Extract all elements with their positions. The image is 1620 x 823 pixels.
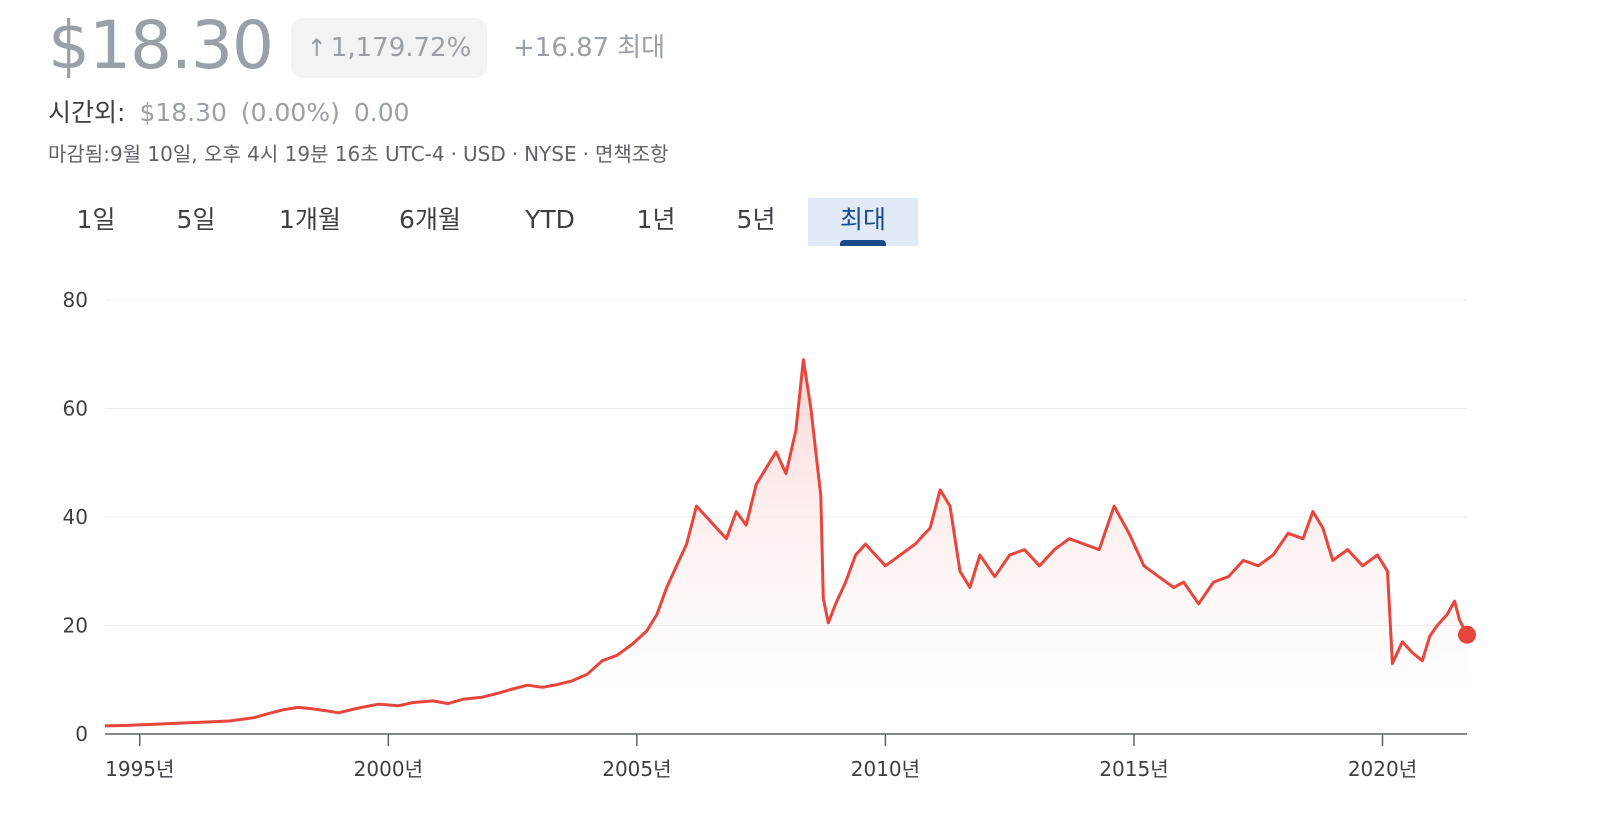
y-tick-label: 0: [75, 722, 88, 746]
change-percent-chip: ↑ 1,179.72%: [291, 18, 487, 78]
after-hours-price: $18.30: [139, 98, 227, 127]
change-period: 최대: [617, 33, 666, 63]
tab-label: YTD: [525, 205, 575, 234]
range-tabs: 1일 5일 1개월 6개월 YTD 1년 5년 최대: [48, 198, 1048, 246]
meta-separator: ·: [450, 142, 457, 166]
tab-label: 6개월: [399, 205, 461, 234]
active-tab-indicator: [840, 240, 886, 246]
tab-label: 최대: [839, 205, 886, 234]
after-hours-change: 0.00: [353, 98, 410, 127]
y-axis: 0 20 40 60 80: [63, 288, 88, 746]
tab-1y[interactable]: 1년: [612, 198, 700, 246]
meta-separator: ·: [511, 142, 519, 166]
x-axis: 1995년 2000년 2005년 2010년 2015년 2020년: [105, 734, 1417, 781]
x-tick-label: 2010년: [851, 757, 920, 781]
meta-separator: ·: [582, 142, 589, 166]
closed-time: 마감됨:9월 10일, 오후 4시 19분 16초 UTC-4: [48, 142, 445, 166]
tab-1d[interactable]: 1일: [48, 198, 144, 246]
x-tick-label: 2000년: [354, 757, 423, 781]
after-hours-label: 시간외:: [48, 98, 126, 127]
quote-meta: 마감됨:9월 10일, 오후 4시 19분 16초 UTC-4 · USD · NYSE…: [48, 140, 669, 168]
tab-6m[interactable]: 6개월: [374, 198, 486, 246]
after-hours-percent: (0.00%): [240, 98, 340, 127]
tab-1m[interactable]: 1개월: [254, 198, 366, 246]
x-tick-label: 2015년: [1099, 757, 1168, 781]
exchange: NYSE: [524, 142, 577, 166]
tab-label: 1년: [636, 205, 676, 234]
x-tick-label: 1995년: [105, 757, 174, 781]
tab-max[interactable]: 최대: [808, 198, 918, 246]
x-tick-label: 2005년: [602, 757, 671, 781]
tab-5d[interactable]: 5일: [146, 198, 246, 246]
after-hours-row: 시간외: $18.30 (0.00%) 0.00: [48, 96, 410, 130]
tab-label: 1개월: [279, 205, 341, 234]
price-row: $18.30 ↑ 1,179.72% +16.87 최대: [48, 6, 948, 86]
y-tick-label: 80: [63, 288, 88, 312]
last-price-dot: [1458, 625, 1476, 644]
change-percent: 1,179.72%: [330, 33, 472, 63]
price-area: [105, 359, 1467, 734]
x-tick-label: 2020년: [1348, 757, 1417, 781]
arrow-up-icon: ↑: [306, 34, 327, 62]
current-price: $18.30: [48, 7, 274, 84]
change-value: +16.87: [513, 33, 610, 63]
tab-ytd[interactable]: YTD: [498, 198, 602, 246]
tab-label: 1일: [76, 205, 116, 234]
currency: USD: [463, 142, 506, 166]
y-tick-label: 20: [63, 614, 88, 638]
y-tick-label: 60: [63, 397, 88, 421]
change-absolute: +16.87 최대: [513, 24, 665, 72]
tab-label: 5일: [176, 205, 216, 234]
y-tick-label: 40: [63, 505, 88, 529]
tab-label: 5년: [736, 205, 776, 234]
disclaimer-link[interactable]: 면책조항: [594, 142, 669, 166]
tab-5y[interactable]: 5년: [710, 198, 802, 246]
price-line: [104, 358, 1469, 728]
price-chart[interactable]: 0 20 40 60 80 1995년 2000년 2005년 2010년 2015년 2020년: [0, 270, 1620, 823]
